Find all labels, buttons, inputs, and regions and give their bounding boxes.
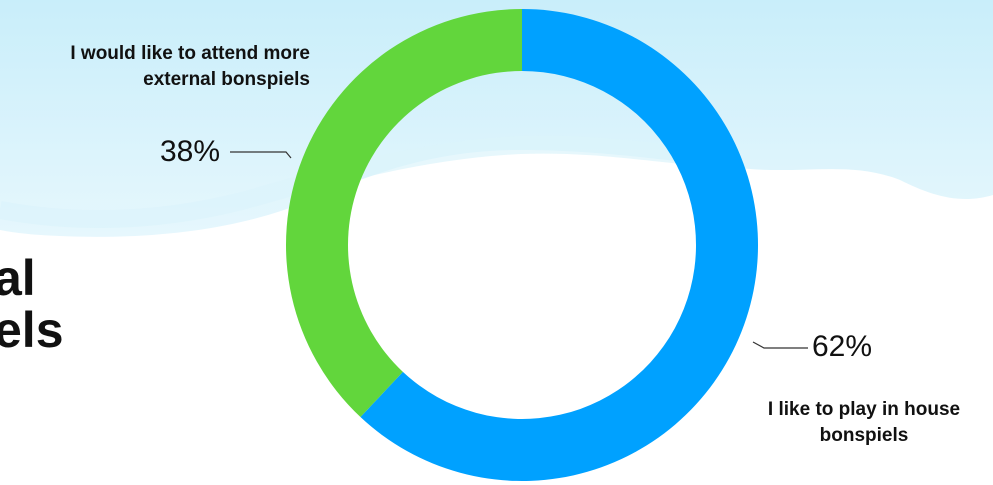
slice-in-house: [360, 9, 758, 482]
page-heading-line-2: els: [0, 302, 64, 358]
leader-line-external: [230, 151, 292, 159]
slice-label-in-house: I like to play in house bonspiels: [767, 399, 961, 446]
value-label-in-house: 62%: [812, 330, 873, 363]
slice-external: [286, 9, 522, 418]
slice-label-external: I would like to attend more external bon…: [70, 43, 310, 90]
leader-line-in-house: [752, 341, 808, 349]
page-heading-line-1: al: [0, 250, 36, 306]
value-label-external: 38%: [160, 135, 221, 168]
